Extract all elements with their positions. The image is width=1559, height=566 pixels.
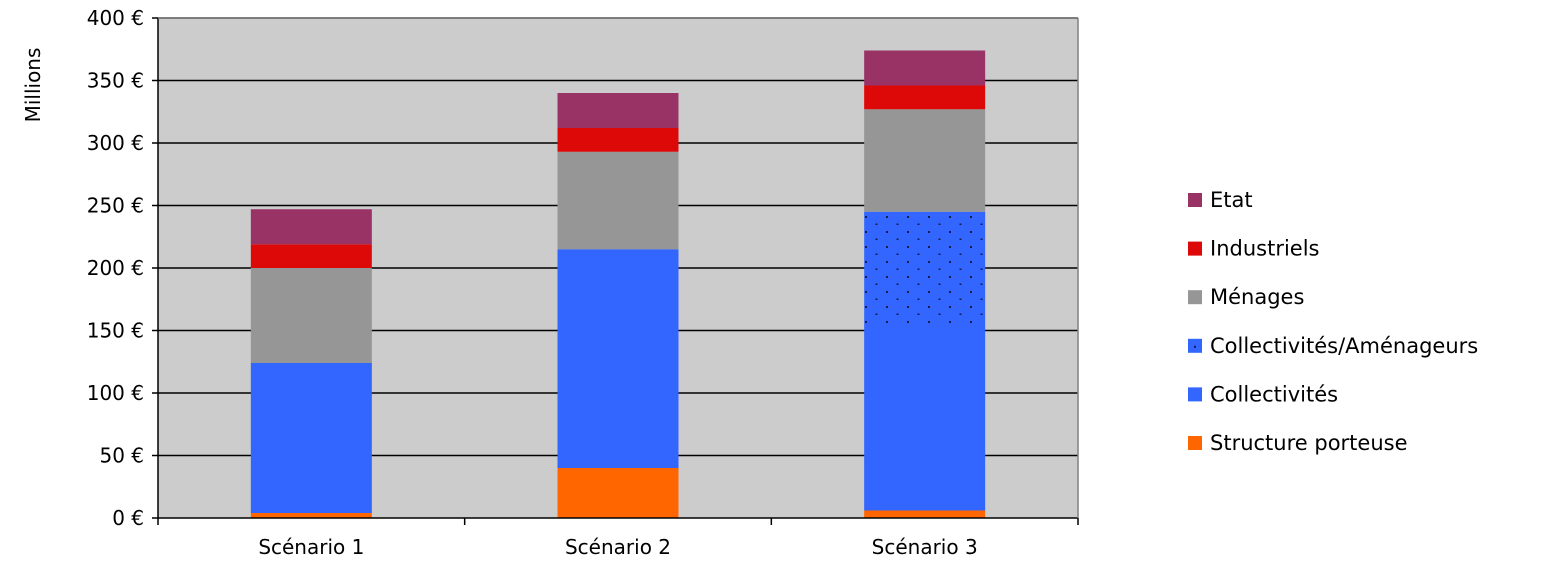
- legend-label: Collectivités: [1210, 382, 1338, 406]
- y-tick-label: 50 €: [99, 444, 144, 468]
- axes: [152, 17, 1079, 525]
- x-tick-label: Scénario 3: [872, 535, 978, 559]
- legend-label: Structure porteuse: [1210, 431, 1408, 455]
- y-tick-label: 250 €: [87, 194, 144, 218]
- y-tick-label: 200 €: [87, 256, 144, 280]
- bar-segment: [250, 268, 372, 363]
- legend-label: Collectivités/Aménageurs: [1210, 334, 1478, 358]
- x-tick-label: Scénario 2: [565, 535, 671, 559]
- legend-item: Structure porteuse: [1188, 431, 1408, 455]
- y-tick-labels: 0 € 50 € 100 € 150 € 200 € 250 € 300 € 350 € 400…: [87, 6, 144, 530]
- bar-segment: [864, 211, 986, 323]
- legend-label: Ménages: [1210, 285, 1304, 309]
- y-axis-title: Millions: [21, 48, 45, 123]
- bars: [250, 50, 986, 518]
- legend-item: Etat: [1188, 188, 1253, 212]
- bar-segment: [250, 513, 372, 518]
- bar-segment: [250, 209, 372, 245]
- legend: Etat Industriels Ménages Collectivités/Amén…: [1188, 188, 1478, 455]
- legend-swatch: [1188, 387, 1202, 402]
- y-tick-label: 400 €: [87, 6, 144, 30]
- bar-segment: [864, 85, 986, 110]
- y-tick-label: 300 €: [87, 131, 144, 155]
- legend-item: Collectivités/Aménageurs: [1188, 334, 1478, 358]
- bar-segment: [250, 244, 372, 268]
- bar-segment: [864, 109, 986, 212]
- bar-segment: [864, 510, 986, 518]
- bar-segment: [557, 249, 679, 468]
- bar-segment: [250, 363, 372, 513]
- bar-segment: [864, 50, 986, 86]
- legend-item: Collectivités: [1188, 382, 1338, 406]
- bar-segment: [557, 93, 679, 128]
- y-tick-label: 100 €: [87, 381, 144, 405]
- legend-item: Ménages: [1188, 285, 1304, 309]
- y-tick-label: 150 €: [87, 319, 144, 343]
- legend-label: Industriels: [1210, 237, 1319, 261]
- x-tick-labels: Scénario 1 Scénario 2 Scénario 3: [258, 535, 977, 559]
- y-tick-label: 350 €: [87, 69, 144, 93]
- legend-swatch: [1188, 241, 1202, 256]
- bar-segment: [557, 468, 679, 518]
- x-tick-label: Scénario 1: [258, 535, 364, 559]
- legend-swatch: [1188, 436, 1202, 450]
- legend-swatch-dot: [1194, 345, 1196, 348]
- legend-swatch: [1188, 193, 1202, 207]
- legend-label: Etat: [1210, 188, 1253, 212]
- bar-segment: [864, 323, 986, 511]
- bar-segment: [557, 128, 679, 152]
- y-tick-label: 0 €: [112, 506, 144, 530]
- legend-swatch: [1188, 290, 1202, 305]
- bar-segment: [557, 151, 679, 250]
- legend-item: Industriels: [1188, 237, 1319, 261]
